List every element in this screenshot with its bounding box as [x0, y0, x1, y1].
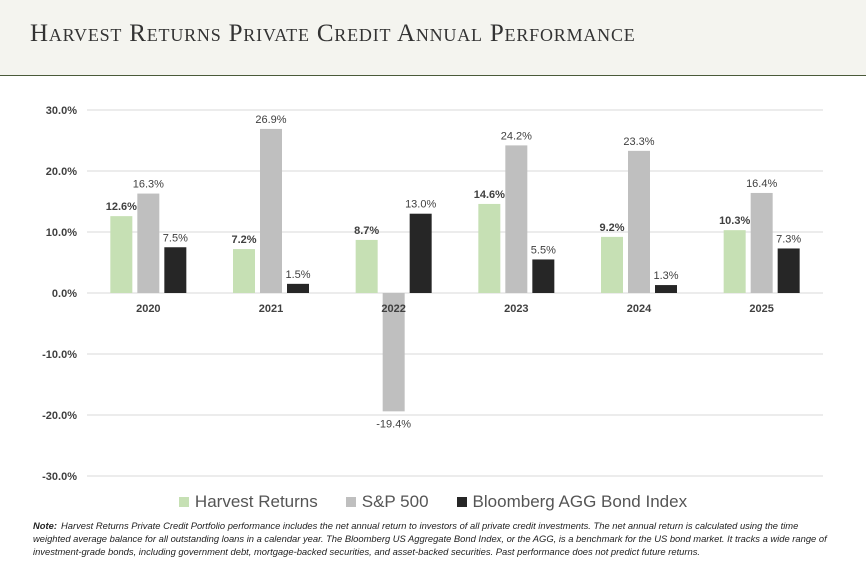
bar-bloomberg-agg-bond-index	[532, 259, 555, 293]
legend-label: Bloomberg AGG Bond Index	[472, 492, 688, 511]
x-tick-label: 2021	[259, 303, 283, 315]
data-label: 12.6%	[106, 201, 137, 213]
data-label: -19.4%	[376, 418, 411, 430]
x-tick-label: 2022	[381, 303, 405, 315]
bar-harvest-returns	[723, 230, 746, 293]
data-label: 1.3%	[653, 270, 678, 282]
y-tick-label: 10.0%	[46, 227, 77, 239]
data-label: 26.9%	[255, 114, 286, 126]
header-banner: Harvest Returns Private Credit Annual Pe…	[0, 0, 866, 76]
bar-harvest-returns	[478, 203, 501, 293]
note-text: Harvest Returns Private Credit Portfolio…	[33, 520, 827, 557]
bar-bloomberg-agg-bond-index	[777, 248, 800, 293]
note-label: Note:	[33, 520, 57, 531]
bar-harvest-returns	[601, 236, 623, 293]
bar-s-p-500	[382, 293, 405, 412]
y-tick-label: -10.0%	[42, 349, 77, 361]
bar-harvest-returns	[110, 216, 133, 293]
x-tick-label: 2023	[504, 303, 528, 315]
legend-swatch	[456, 497, 467, 507]
data-label: 5.5%	[531, 244, 556, 256]
legend-swatch	[345, 497, 356, 507]
data-label: 7.2%	[231, 234, 256, 246]
data-label: 16.4%	[746, 178, 777, 190]
x-tick-label: 2025	[749, 303, 773, 315]
bar-harvest-returns	[233, 249, 255, 293]
data-label: 13.0%	[405, 199, 436, 211]
page-title: Harvest Returns Private Credit Annual Pe…	[30, 20, 636, 47]
legend-item: Bloomberg AGG Bond Index	[456, 492, 688, 512]
data-label: 23.3%	[623, 136, 654, 148]
legend-item: Harvest Returns	[178, 492, 318, 512]
bar-s-p-500	[505, 145, 528, 293]
y-tick-label: 20.0%	[46, 166, 77, 178]
data-label: 24.2%	[501, 130, 532, 142]
bar-bloomberg-agg-bond-index	[164, 247, 187, 293]
footnote: Note: Harvest Returns Private Credit Port…	[33, 519, 833, 558]
y-tick-label: 30.0%	[46, 105, 77, 117]
legend-item: S&P 500	[345, 492, 429, 512]
x-tick-label: 2024	[627, 303, 652, 315]
data-label: 14.6%	[474, 189, 505, 201]
bar-bloomberg-agg-bond-index	[409, 213, 432, 293]
data-label: 7.3%	[776, 233, 801, 245]
data-label: 9.2%	[599, 222, 624, 234]
legend-label: S&P 500	[361, 492, 429, 511]
bar-s-p-500	[137, 193, 160, 293]
data-label: 1.5%	[285, 269, 310, 281]
x-tick-label: 2020	[136, 303, 160, 315]
y-tick-label: -30.0%	[42, 471, 77, 483]
y-tick-label: 0.0%	[52, 288, 77, 300]
y-tick-label: -20.0%	[42, 410, 77, 422]
legend-label: Harvest Returns	[194, 492, 318, 511]
chart-legend: Harvest Returns S&P 500 Bloomberg AGG Bond…	[0, 492, 866, 512]
bar-bloomberg-agg-bond-index	[287, 283, 309, 293]
bar-harvest-returns	[355, 239, 378, 293]
bar-s-p-500	[260, 128, 282, 293]
data-label: 10.3%	[719, 215, 750, 227]
data-label: 7.5%	[163, 232, 188, 244]
data-label: 8.7%	[354, 225, 379, 237]
performance-bar-chart: 30.0% 20.0% 10.0% 0.0% -10.0% -20.0% -30.0% 12.…	[42, 105, 823, 483]
legend-swatch	[178, 497, 189, 507]
bar-s-p-500	[628, 150, 650, 293]
data-label: 16.3%	[133, 179, 164, 191]
bar-bloomberg-agg-bond-index	[655, 285, 677, 293]
bar-s-p-500	[750, 192, 773, 293]
